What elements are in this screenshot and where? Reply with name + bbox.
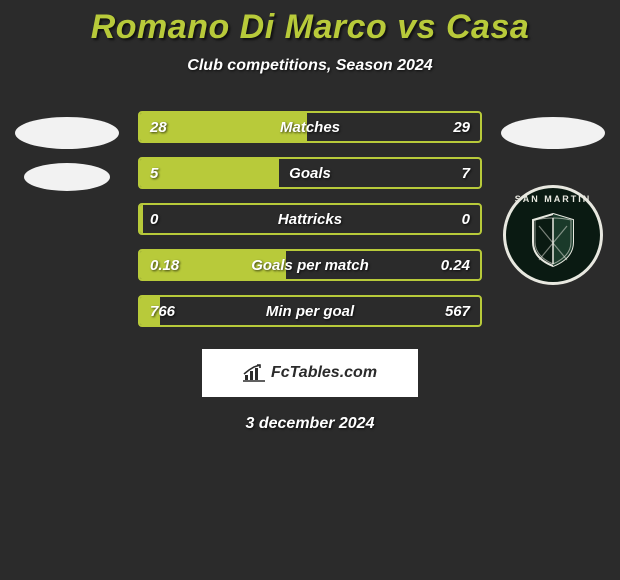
- club-logo-placeholder: [24, 163, 110, 191]
- stat-label: Goals: [140, 159, 480, 187]
- stat-label: Hattricks: [140, 205, 480, 233]
- brand-footer[interactable]: FcTables.com: [202, 349, 418, 397]
- stat-label: Matches: [140, 113, 480, 141]
- chart-icon: [243, 364, 265, 382]
- brand-name: FcTables.com: [271, 364, 377, 382]
- club-badge-san-martin: SAN MARTIN: [503, 185, 603, 285]
- stat-bar: 5Goals7: [138, 157, 482, 189]
- stat-right-value: 29: [453, 113, 470, 141]
- stat-bar: 0Hattricks0: [138, 203, 482, 235]
- right-player-col: SAN MARTIN: [498, 111, 608, 285]
- stats-bars: 28Matches29 5Goals7 0Hattricks0 0.18Goals p…: [138, 111, 482, 327]
- stat-right-value: 0: [462, 205, 470, 233]
- stat-label: Min per goal: [140, 297, 480, 325]
- date-label: 3 december 2024: [0, 415, 620, 433]
- left-player-col: [12, 111, 122, 191]
- shield-icon: [529, 212, 577, 268]
- avatar-placeholder: [501, 117, 605, 149]
- stat-bar: 766Min per goal567: [138, 295, 482, 327]
- stat-bar: 0.18Goals per match0.24: [138, 249, 482, 281]
- avatar-placeholder: [15, 117, 119, 149]
- stat-right-value: 567: [445, 297, 470, 325]
- stat-right-value: 7: [462, 159, 470, 187]
- club-badge-text: SAN MARTIN: [515, 194, 592, 204]
- subtitle: Club competitions, Season 2024: [0, 57, 620, 75]
- stat-label: Goals per match: [140, 251, 480, 279]
- main-row: 28Matches29 5Goals7 0Hattricks0 0.18Goals p…: [0, 111, 620, 327]
- stat-bar: 28Matches29: [138, 111, 482, 143]
- stat-right-value: 0.24: [441, 251, 470, 279]
- page-title: Romano Di Marco vs Casa: [0, 8, 620, 47]
- comparison-card: Romano Di Marco vs Casa Club competition…: [0, 0, 620, 433]
